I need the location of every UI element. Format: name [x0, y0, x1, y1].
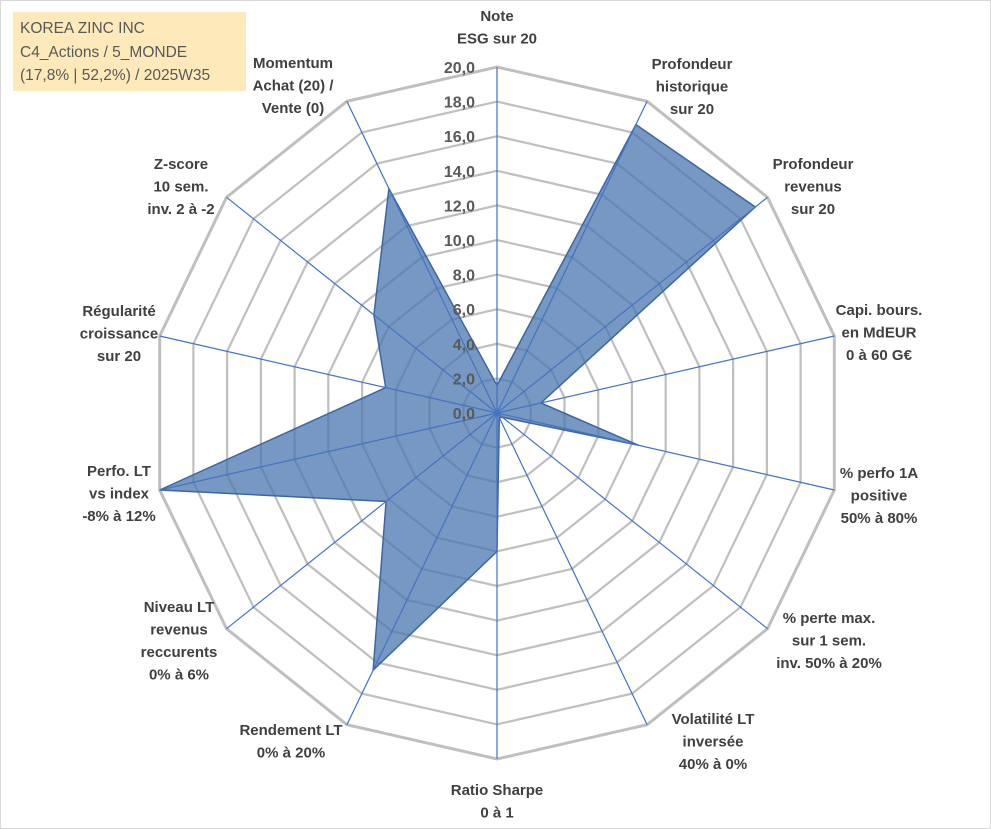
axis-label: % perfo 1A positive 50% à 80%	[840, 465, 919, 527]
title-line-company: KOREA ZINC INC	[20, 20, 145, 37]
tick-label: 10,0	[444, 233, 475, 250]
tick-label: 20,0	[444, 60, 475, 77]
tick-label: 18,0	[444, 95, 475, 112]
tick-label: 0,0	[453, 406, 475, 423]
axis-label: Ratio Sharpe 0 à 1	[451, 782, 544, 822]
axis-spoke	[346, 101, 498, 414]
axis-label: Perfo. LT vs index -8% à 12%	[82, 463, 155, 525]
axis-label: Z-score 10 sem. inv. 2 à -2	[147, 156, 214, 218]
tick-label: 4,0	[453, 337, 475, 354]
tick-label: 12,0	[444, 198, 475, 215]
axis-spoke	[496, 412, 835, 491]
axis-spoke	[496, 412, 768, 630]
axis-spoke	[496, 335, 835, 414]
axis-label: Profondeur revenus sur 20	[773, 156, 854, 218]
tick-label: 8,0	[453, 268, 475, 285]
axis-spoke	[496, 412, 648, 725]
axis-label: Rendement LT 0% à 20%	[239, 722, 342, 762]
chart-title-box: KOREA ZINC INC C4_Actions / 5_MONDE (17,…	[13, 12, 246, 91]
tick-label: 2,0	[453, 371, 475, 388]
tick-label: 16,0	[444, 129, 475, 146]
axis-label: Momentum Achat (20) / Vente (0)	[253, 55, 335, 117]
title-line-category: C4_Actions / 5_MONDE	[20, 43, 188, 61]
axis-spoke	[159, 335, 498, 414]
title-line-stats: (17,8% | 52,2%) / 2025W35	[20, 67, 211, 84]
axis-spoke	[496, 101, 648, 414]
axis-label: Profondeur historique sur 20	[652, 56, 733, 118]
axis-label: Régularité croissance sur 20	[80, 303, 158, 365]
axis-spoke	[226, 196, 498, 414]
axis-spoke	[226, 412, 498, 630]
axis-label: Niveau LT revenus reccurents 0% à 6%	[141, 599, 218, 684]
axis-label: Note ESG sur 20	[457, 8, 537, 48]
axis-spoke	[346, 412, 498, 725]
axis-spoke	[159, 412, 498, 491]
axis-spoke	[496, 196, 768, 414]
axis-label: % perte max. sur 1 sem. inv. 50% à 20%	[776, 610, 882, 672]
tick-label: 6,0	[453, 302, 475, 319]
axis-label: Volatilité LT inversée 40% à 0%	[672, 711, 755, 773]
tick-label: 14,0	[444, 164, 475, 181]
axis-label: Capi. bours. en MdEUR 0 à 60 G€	[836, 302, 923, 364]
